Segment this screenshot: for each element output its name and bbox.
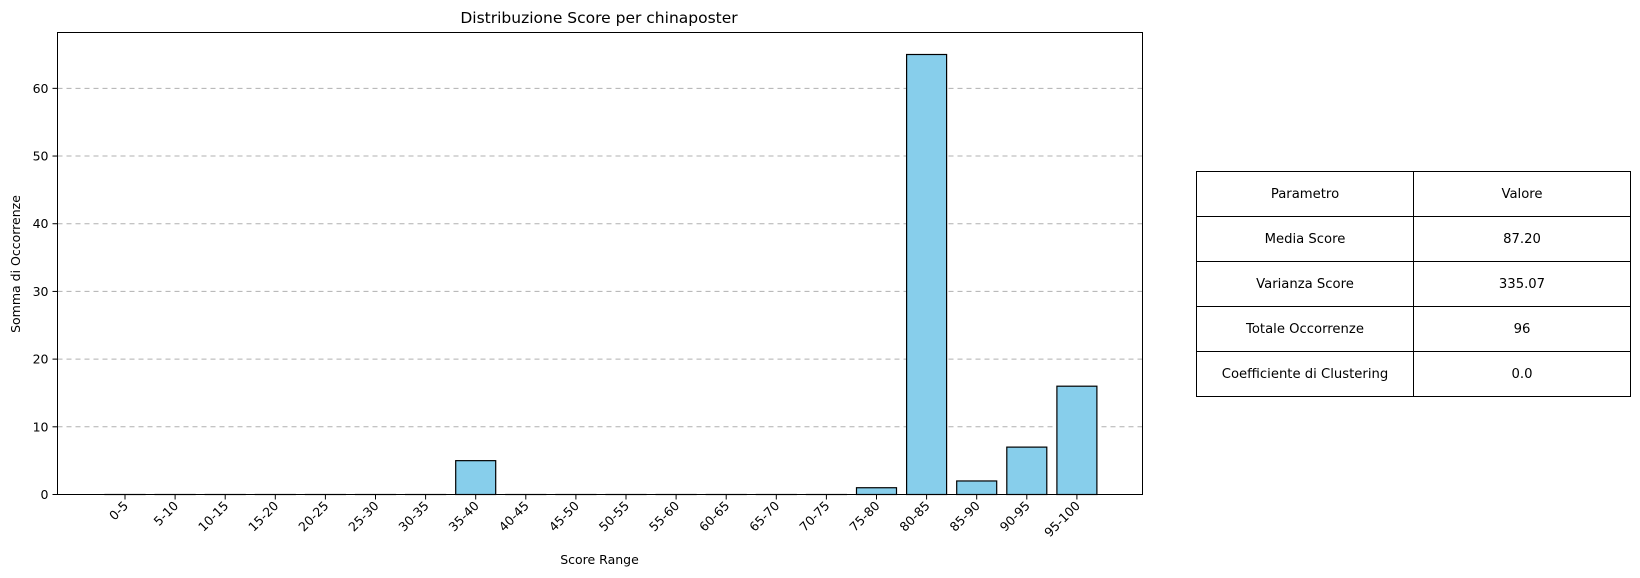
x-tick-label: 5-10 bbox=[151, 498, 182, 529]
x-tick-label: 0-5 bbox=[106, 498, 131, 523]
bar-85-90 bbox=[956, 480, 998, 496]
x-tick-label: 75-80 bbox=[846, 498, 882, 534]
bar-75-80 bbox=[855, 487, 898, 496]
bar-35-40 bbox=[455, 460, 497, 496]
y-tick-label: 30 bbox=[33, 284, 49, 299]
y-axis-label: Somma di Occorrenze bbox=[8, 195, 23, 333]
x-axis-label: Score Range bbox=[560, 552, 639, 567]
x-tick-label: 55-60 bbox=[646, 498, 682, 534]
table-cell-value: 96 bbox=[1413, 306, 1631, 352]
bar-80-85 bbox=[905, 53, 948, 496]
x-tick-label: 95-100 bbox=[1041, 498, 1083, 540]
table-header-valore: Valore bbox=[1413, 171, 1631, 217]
y-tick-label: 60 bbox=[33, 81, 49, 96]
table-cell-param: Coefficiente di Clustering bbox=[1196, 351, 1414, 397]
x-tick-label: 15-20 bbox=[245, 498, 281, 534]
table-cell-value: 335.07 bbox=[1413, 261, 1631, 307]
table-row: Coefficiente di Clustering 0.0 bbox=[1196, 351, 1631, 397]
y-tick-label: 50 bbox=[33, 149, 49, 164]
x-tick-label: 35-40 bbox=[446, 498, 482, 534]
chart-title: Distribuzione Score per chinaposter bbox=[460, 9, 738, 27]
y-axis-ticks: 0 10 20 30 40 50 60 bbox=[33, 81, 58, 502]
table-row: Varianza Score 335.07 bbox=[1196, 261, 1631, 307]
bar-90-95 bbox=[1006, 446, 1048, 496]
x-tick-label: 85-90 bbox=[947, 498, 983, 534]
y-tick-label: 10 bbox=[33, 419, 49, 434]
x-tick-label: 10-15 bbox=[195, 498, 231, 534]
table-header-row: Parametro Valore bbox=[1196, 171, 1631, 217]
x-tick-label: 45-50 bbox=[546, 498, 582, 534]
table-row: Totale Occorrenze 96 bbox=[1196, 306, 1631, 352]
x-tick-label: 65-70 bbox=[746, 498, 782, 534]
grid-lines bbox=[57, 87, 1143, 428]
x-axis-ticks: 0-5 5-10 10-15 15-20 20-25 25-30 30-35 35-40 40-… bbox=[106, 494, 1083, 540]
x-tick-label: 30-35 bbox=[395, 498, 431, 534]
x-tick-label: 50-55 bbox=[596, 498, 632, 534]
bars bbox=[104, 53, 1098, 496]
table-cell-param: Totale Occorrenze bbox=[1196, 306, 1414, 352]
table-header-parametro: Parametro bbox=[1196, 171, 1414, 217]
table-cell-value: 0.0 bbox=[1413, 351, 1631, 397]
x-tick-label: 20-25 bbox=[295, 498, 331, 534]
table-cell-value: 87.20 bbox=[1413, 216, 1631, 262]
x-tick-label: 80-85 bbox=[896, 498, 932, 534]
x-tick-label: 40-45 bbox=[496, 498, 532, 534]
table-cell-param: Media Score bbox=[1196, 216, 1414, 262]
x-tick-label: 25-30 bbox=[345, 498, 381, 534]
x-tick-label: 60-65 bbox=[696, 498, 732, 534]
table-cell-param: Varianza Score bbox=[1196, 261, 1414, 307]
x-tick-label: 90-95 bbox=[997, 498, 1033, 534]
y-tick-label: 40 bbox=[33, 216, 49, 231]
plot-frame bbox=[57, 32, 1143, 495]
y-tick-label: 0 bbox=[41, 487, 49, 502]
x-tick-label: 70-75 bbox=[796, 498, 832, 534]
table-row: Media Score 87.20 bbox=[1196, 216, 1631, 262]
y-tick-label: 20 bbox=[33, 352, 49, 367]
stats-table: Parametro Valore Media Score 87.20 Varia… bbox=[1196, 171, 1631, 397]
bar-95-100 bbox=[1056, 385, 1098, 496]
